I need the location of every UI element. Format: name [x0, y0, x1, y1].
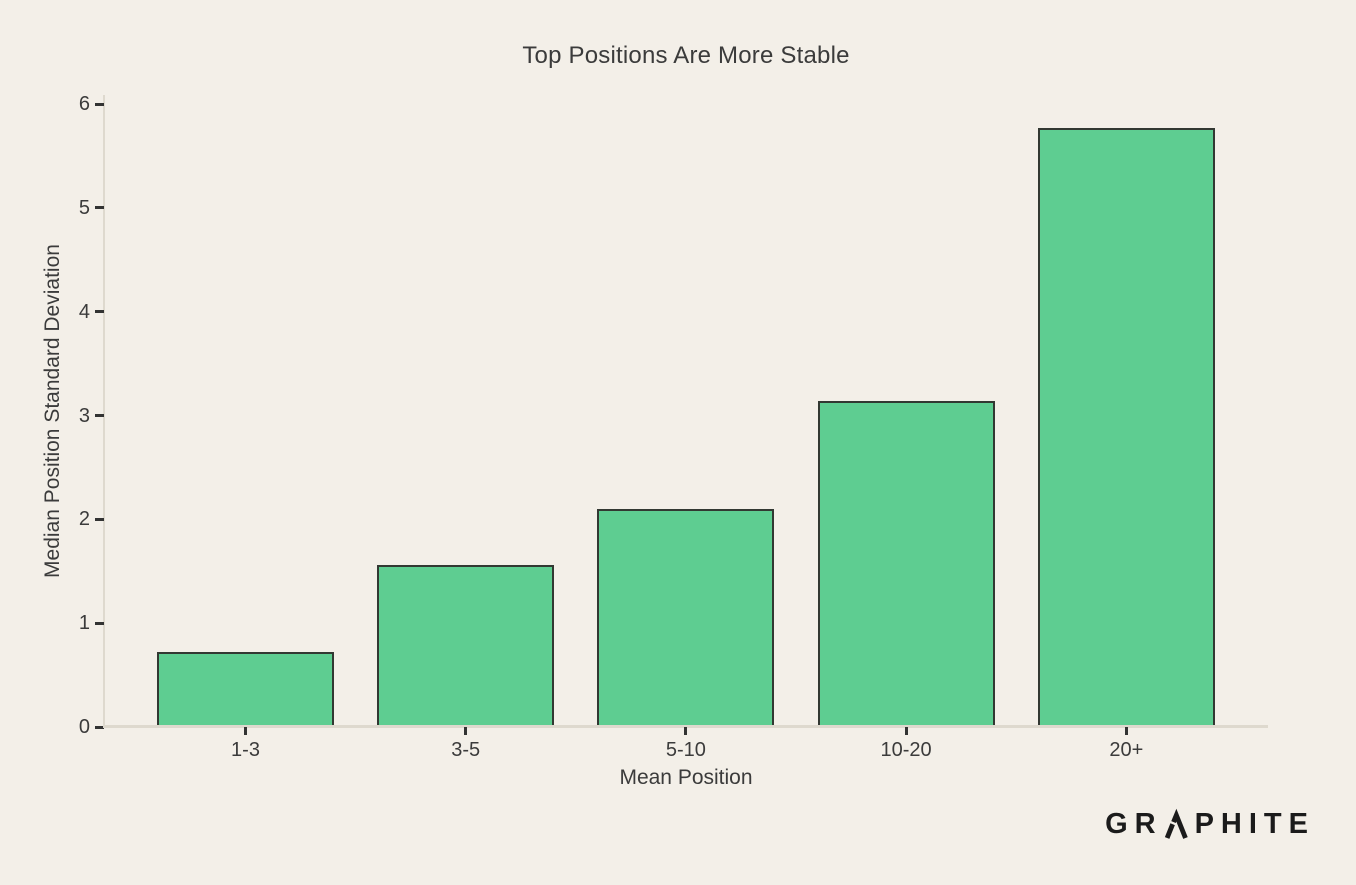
x-axis-line: [103, 725, 1268, 728]
graphite-logo: GR PHITE: [1105, 806, 1315, 842]
plot-area: 0 1 2 3 4 5 6 1-3 3-5 5-10 10-20 20+: [79, 93, 1268, 761]
bar: [1037, 127, 1215, 727]
x-tick-label: 3-5: [451, 739, 481, 761]
y-tick-label: 0: [78, 716, 90, 738]
x-tick-label: 10-20: [880, 739, 932, 761]
y-tick-mark: [95, 621, 104, 625]
y-tick-mark: [95, 517, 104, 521]
bar: [817, 400, 995, 727]
y-tick-mark: [95, 414, 104, 417]
x-tick-mark: [1124, 727, 1128, 735]
x-tick-label: 1-3: [231, 739, 260, 761]
y-tick-label: 1: [78, 612, 90, 635]
x-tick-mark: [684, 727, 688, 735]
y-tick-mark: [95, 206, 104, 210]
y-tick-mark: [95, 102, 104, 106]
bar: [597, 508, 775, 727]
y-axis-line: [103, 95, 105, 728]
x-axis-title: Mean Position: [619, 766, 753, 789]
y-tick-label: 2: [78, 508, 90, 531]
x-tick-label: 20+: [1109, 739, 1144, 761]
y-tick-label: 4: [78, 300, 90, 323]
chart-title: Top Positions Are More Stable: [522, 42, 850, 69]
y-tick-label: 5: [78, 196, 90, 219]
y-tick-label: 3: [78, 404, 90, 427]
y-tick-mark: [95, 725, 104, 729]
logo-text-right: PHITE: [1194, 807, 1315, 840]
x-tick-mark: [904, 727, 908, 735]
x-tick-label: 5-10: [665, 739, 706, 761]
bar: [377, 565, 555, 727]
bar: [157, 652, 334, 727]
logo-a-glyph: [1164, 808, 1188, 839]
x-tick-mark: [464, 727, 468, 735]
x-tick-mark: [244, 727, 247, 735]
y-tick-label: 6: [78, 93, 90, 116]
y-tick-mark: [95, 310, 104, 314]
logo-text-left: GR: [1105, 807, 1163, 840]
